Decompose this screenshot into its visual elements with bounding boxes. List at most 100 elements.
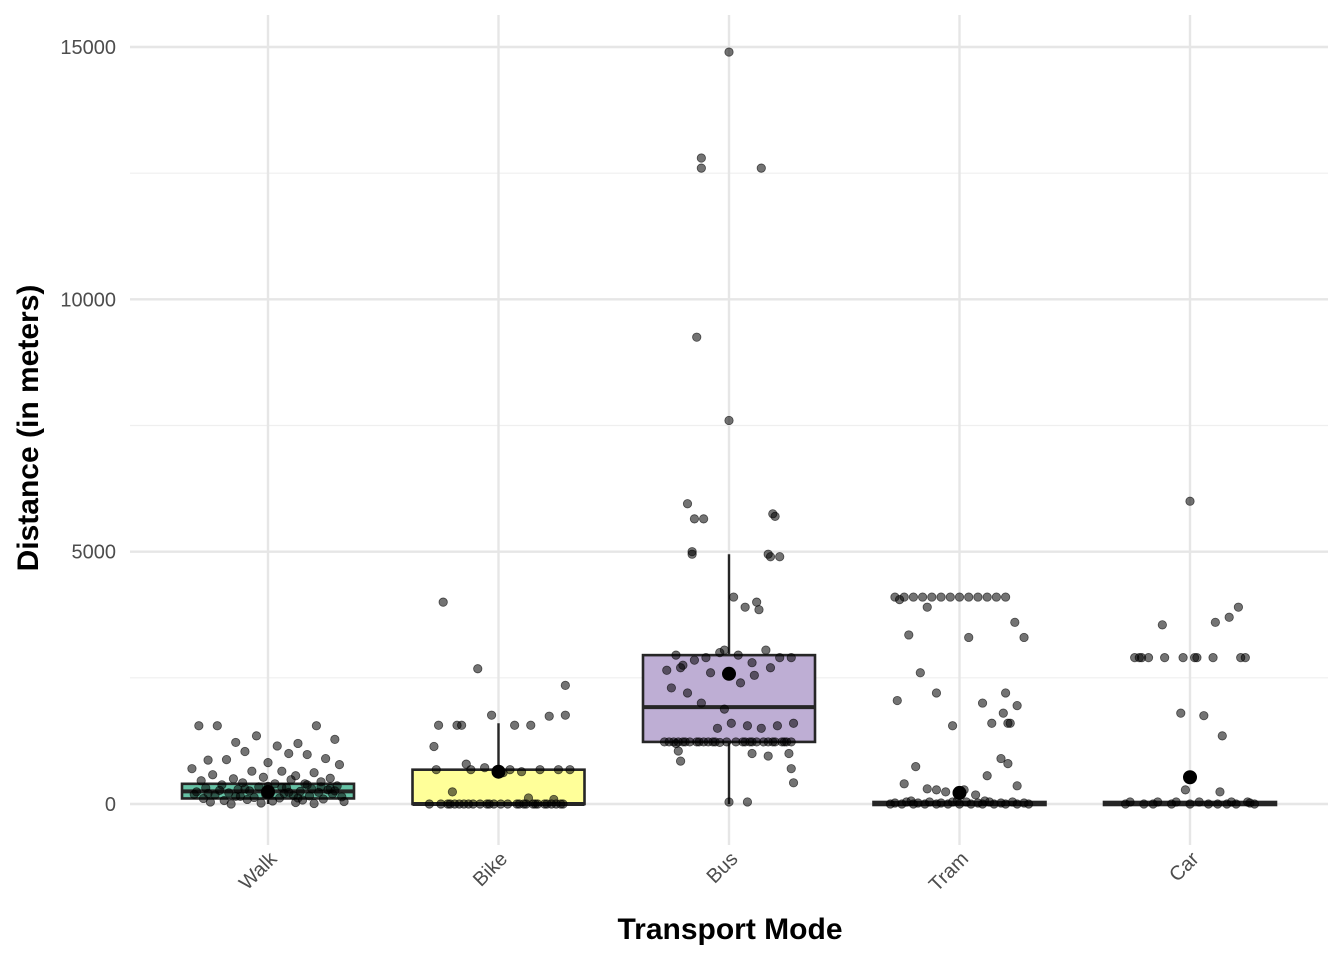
box-bike bbox=[411, 723, 586, 806]
data-point bbox=[284, 748, 294, 759]
data-point bbox=[445, 799, 455, 809]
data-point bbox=[666, 683, 676, 693]
data-point bbox=[659, 737, 670, 747]
y-axis-tick-labels: 0 5000 10000 15000 bbox=[60, 37, 116, 816]
data-point bbox=[194, 721, 204, 731]
data-point bbox=[719, 704, 729, 714]
mean-marker-bus bbox=[722, 666, 736, 681]
data-point bbox=[330, 786, 340, 796]
x-tick-label: Bike bbox=[469, 848, 512, 891]
mean-marker-layer bbox=[261, 666, 1197, 800]
data-point bbox=[293, 793, 303, 803]
data-point bbox=[682, 688, 693, 698]
data-point bbox=[705, 668, 716, 678]
data-point bbox=[544, 711, 554, 721]
data-point bbox=[205, 797, 215, 807]
data-point bbox=[1217, 731, 1227, 741]
data-point bbox=[696, 163, 706, 173]
data-point bbox=[309, 798, 319, 809]
data-point bbox=[1157, 620, 1167, 630]
data-point bbox=[931, 688, 942, 698]
data-point bbox=[772, 721, 783, 731]
data-point bbox=[486, 710, 497, 720]
data-point bbox=[775, 552, 785, 562]
data-point bbox=[429, 741, 439, 752]
data-point bbox=[304, 791, 315, 801]
data-point bbox=[1019, 632, 1029, 643]
data-point bbox=[1000, 592, 1011, 602]
data-point bbox=[662, 665, 672, 675]
data-point bbox=[899, 779, 909, 789]
data-point bbox=[1210, 617, 1220, 627]
data-point bbox=[263, 758, 273, 768]
y-tick-label: 5000 bbox=[72, 542, 117, 564]
data-point bbox=[1171, 797, 1181, 807]
data-point bbox=[1178, 653, 1188, 663]
data-point bbox=[738, 737, 748, 747]
data-point bbox=[742, 721, 753, 731]
data-point bbox=[724, 47, 734, 57]
data-point bbox=[466, 765, 476, 775]
data-point bbox=[214, 785, 225, 795]
data-point bbox=[284, 787, 294, 797]
data-point bbox=[231, 737, 241, 748]
data-point bbox=[756, 163, 766, 173]
data-point bbox=[996, 798, 1006, 808]
data-point bbox=[553, 765, 564, 775]
data-point bbox=[724, 415, 734, 426]
data-point bbox=[1019, 798, 1029, 808]
data-point bbox=[687, 547, 697, 557]
data-point bbox=[565, 765, 575, 775]
data-point bbox=[692, 737, 702, 747]
data-point bbox=[673, 746, 683, 756]
points-car bbox=[1120, 496, 1260, 809]
data-point bbox=[763, 751, 773, 761]
data-point bbox=[689, 514, 700, 524]
data-point bbox=[1199, 711, 1209, 721]
data-point bbox=[682, 499, 693, 509]
data-point bbox=[701, 653, 711, 663]
points-bus bbox=[659, 47, 799, 807]
data-point bbox=[526, 720, 536, 730]
data-point bbox=[189, 789, 199, 800]
data-point bbox=[947, 721, 958, 731]
data-point bbox=[286, 775, 296, 785]
mean-marker-walk bbox=[261, 784, 275, 799]
x-tick-label: Walk bbox=[235, 847, 282, 894]
data-point bbox=[272, 741, 282, 751]
data-point bbox=[1012, 781, 1022, 791]
data-point bbox=[740, 602, 750, 612]
data-point bbox=[788, 718, 799, 728]
data-point bbox=[915, 668, 925, 678]
data-point bbox=[226, 799, 236, 809]
data-point bbox=[452, 720, 462, 730]
data-point bbox=[1226, 797, 1237, 807]
data-point bbox=[927, 592, 937, 602]
x-axis-title: Transport Mode bbox=[617, 913, 842, 946]
data-point bbox=[749, 670, 759, 680]
data-point bbox=[1213, 799, 1223, 809]
data-point bbox=[1003, 759, 1013, 769]
data-point bbox=[754, 605, 764, 615]
data-point bbox=[1203, 799, 1214, 809]
data-point bbox=[318, 794, 328, 804]
x-tick-label: Car bbox=[1165, 848, 1204, 887]
data-point bbox=[747, 748, 757, 759]
mean-marker-tram bbox=[952, 785, 967, 800]
data-point bbox=[187, 764, 197, 774]
data-point bbox=[1007, 797, 1018, 807]
data-point bbox=[696, 698, 706, 708]
data-point bbox=[982, 771, 992, 781]
data-point bbox=[1192, 653, 1202, 663]
data-point bbox=[712, 723, 723, 733]
data-point bbox=[203, 788, 213, 799]
data-point bbox=[302, 780, 312, 790]
data-point bbox=[908, 592, 919, 602]
data-point bbox=[339, 796, 349, 807]
data-point bbox=[334, 760, 345, 770]
data-point bbox=[1180, 785, 1190, 795]
x-tick-label: Tram bbox=[925, 848, 973, 896]
data-point bbox=[770, 511, 780, 521]
data-point bbox=[894, 595, 905, 605]
